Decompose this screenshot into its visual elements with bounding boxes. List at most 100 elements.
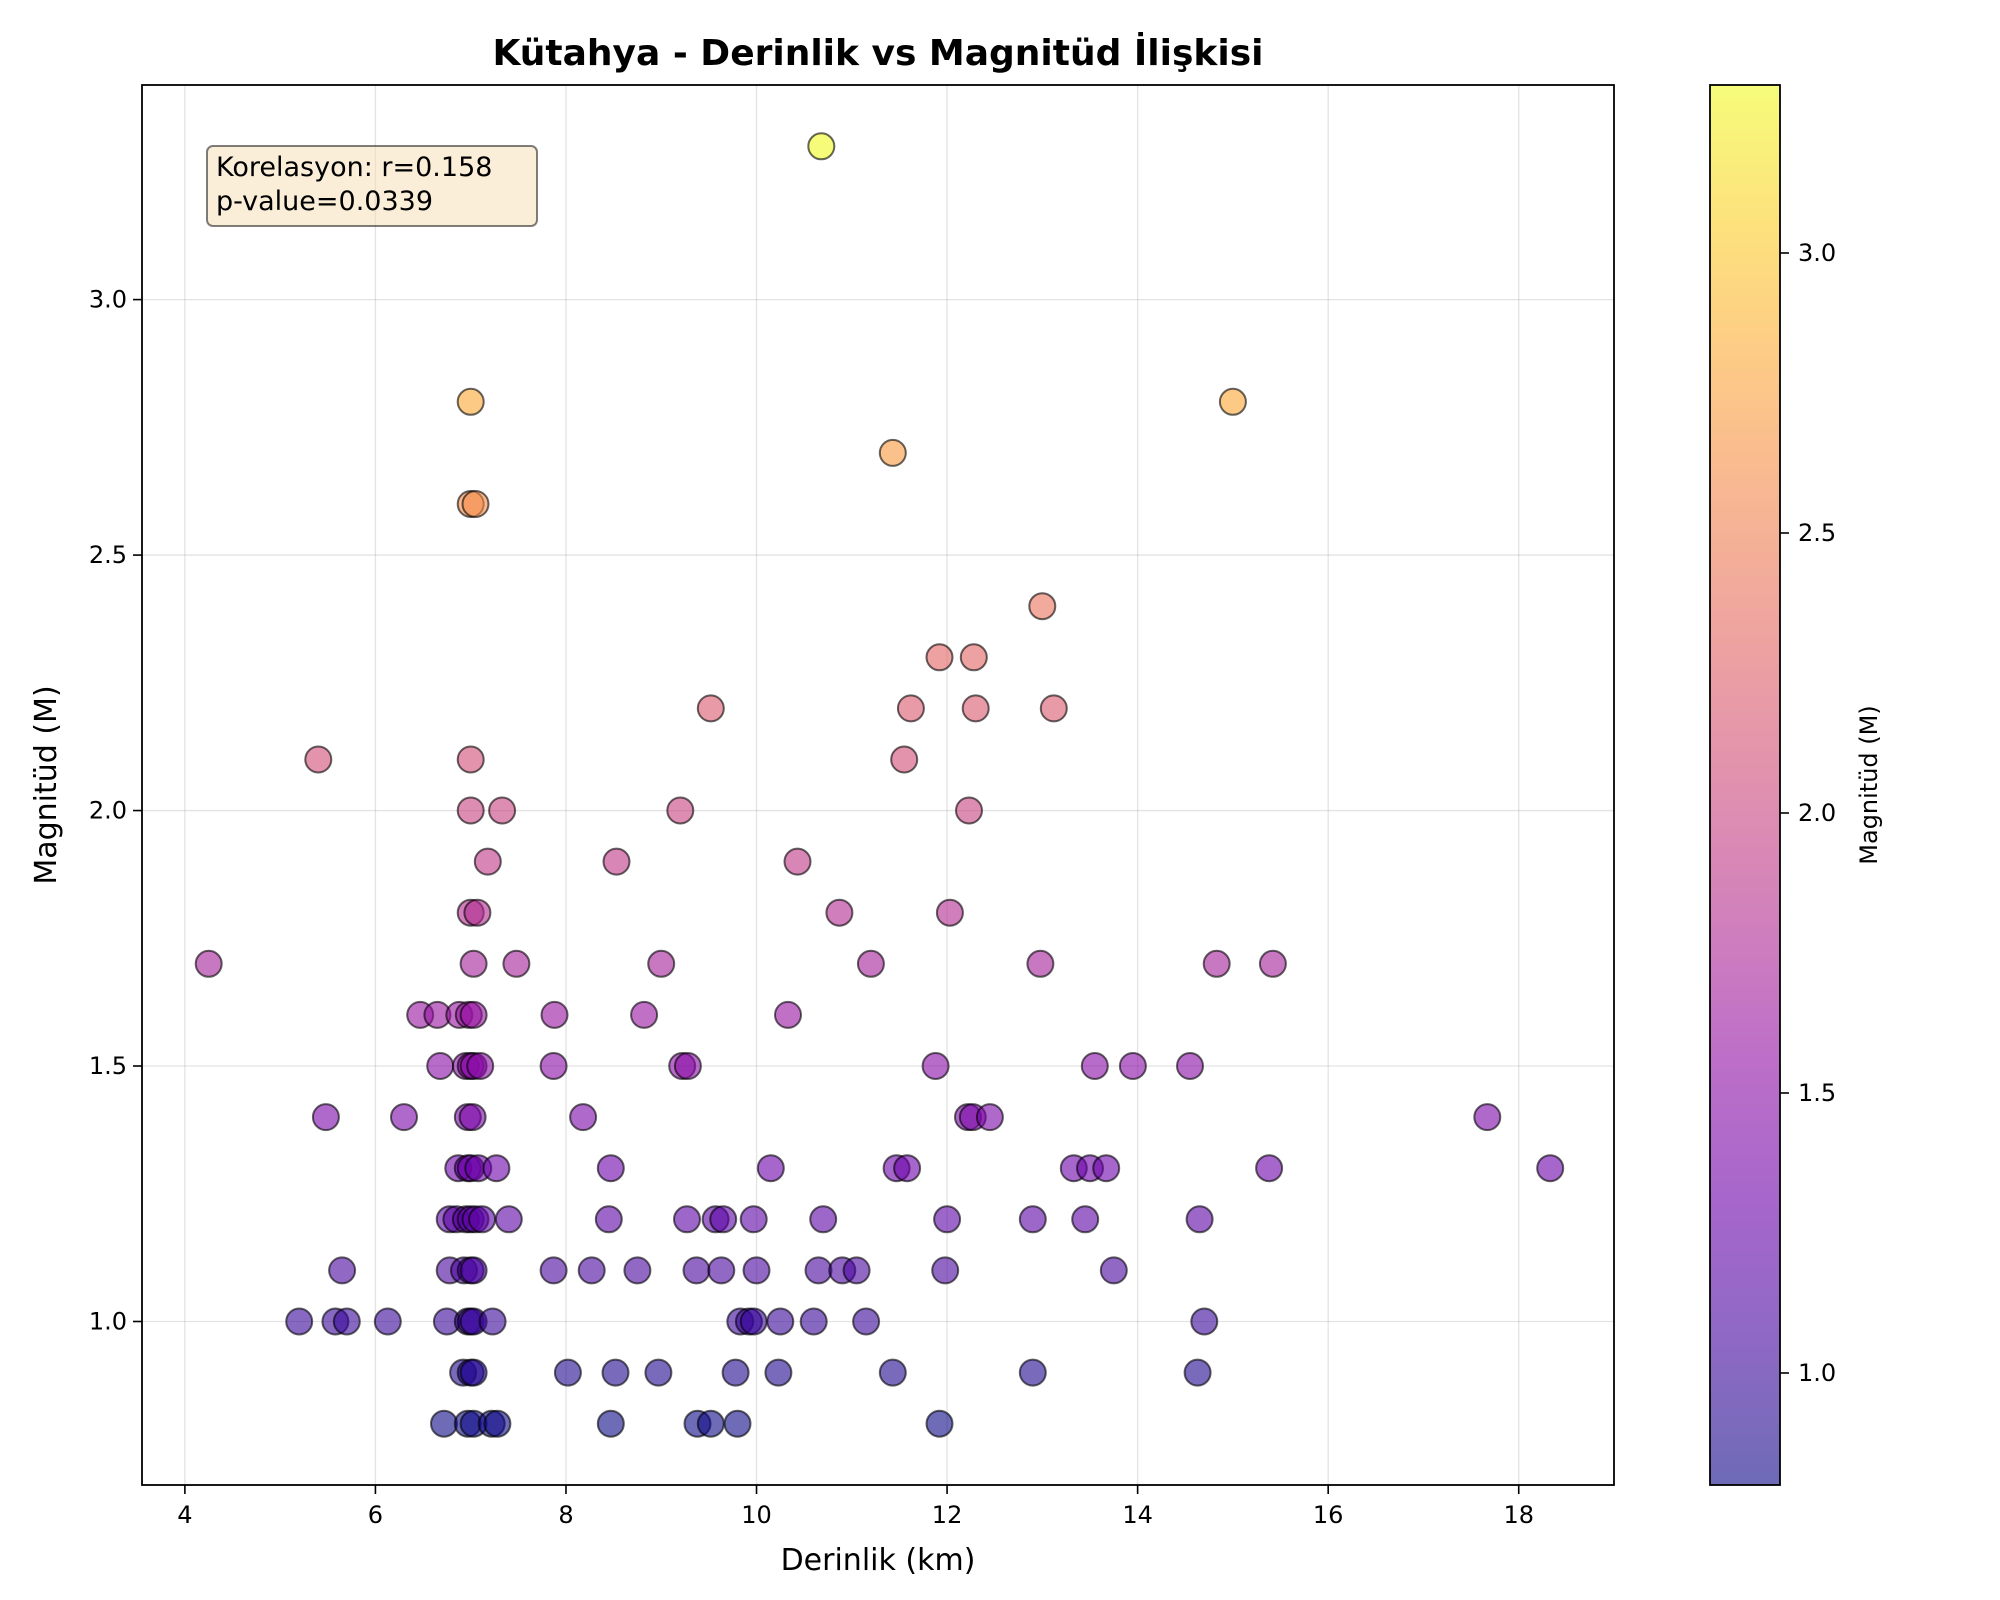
data-point — [1026, 949, 1055, 978]
data-point — [799, 1307, 828, 1336]
data-point — [893, 1154, 922, 1183]
data-point — [696, 694, 725, 723]
annotation-background — [206, 145, 538, 227]
data-point — [925, 1409, 954, 1438]
data-point — [739, 1205, 768, 1234]
data-point — [630, 1000, 659, 1029]
data-point — [483, 1409, 512, 1438]
data-point — [459, 1358, 488, 1387]
colorbar-gradient — [1709, 84, 1781, 1486]
data-point — [494, 1205, 523, 1234]
chart-title: Kütahya - Derinlik vs Magnitüd İlişkisi — [493, 32, 1264, 74]
x-tick-label: 12 — [932, 1501, 963, 1529]
data-point — [756, 1154, 785, 1183]
colorbar-tick-label: 1.0 — [1798, 1359, 1836, 1387]
data-point — [1018, 1205, 1047, 1234]
data-point — [601, 1358, 630, 1387]
data-point — [456, 745, 485, 774]
colorbar-tick-label: 1.5 — [1798, 1079, 1836, 1107]
data-point — [553, 1358, 582, 1387]
data-point — [666, 796, 695, 825]
data-point — [707, 1256, 736, 1285]
x-tick-label: 10 — [741, 1501, 772, 1529]
data-point — [594, 1205, 623, 1234]
data-point — [569, 1103, 598, 1132]
x-tick-label: 4 — [177, 1501, 192, 1529]
data-point — [478, 1307, 507, 1336]
data-point — [458, 1103, 487, 1132]
data-point — [488, 796, 517, 825]
data-point — [1536, 1154, 1565, 1183]
data-point — [540, 1000, 569, 1029]
data-point — [194, 949, 223, 978]
data-point — [935, 898, 964, 927]
data-point — [961, 694, 990, 723]
data-point — [1473, 1103, 1502, 1132]
y-tick-label: 1.0 — [89, 1307, 127, 1335]
data-point — [673, 1052, 702, 1080]
x-axis-label: Derinlik (km) — [781, 1543, 976, 1578]
data-point — [896, 694, 925, 723]
data-point — [682, 1256, 711, 1285]
data-point — [825, 898, 854, 927]
data-point — [390, 1103, 418, 1132]
data-point — [878, 1358, 907, 1387]
data-point — [955, 796, 983, 825]
x-tick-label: 6 — [368, 1501, 383, 1529]
data-point — [804, 1256, 833, 1285]
data-point — [311, 1103, 340, 1132]
colorbar: 1.0 1.5 2.0 2.5 3.0 Magnitüd (M) — [1709, 84, 1883, 1486]
data-point — [461, 490, 490, 518]
data-point — [774, 1000, 802, 1029]
data-point — [1255, 1154, 1284, 1183]
x-tick-label: 14 — [1122, 1501, 1153, 1529]
data-point — [878, 438, 907, 467]
data-point — [975, 1103, 1004, 1132]
y-tick-label: 1.5 — [89, 1052, 127, 1080]
data-point — [783, 847, 812, 876]
data-point — [764, 1358, 793, 1387]
data-point — [647, 949, 676, 978]
data-point — [328, 1256, 357, 1285]
data-point — [1218, 387, 1247, 416]
data-point — [459, 1000, 488, 1029]
annotation-box: Korelasyon: r=0.158 p-value=0.0339 — [206, 145, 538, 227]
data-point — [644, 1358, 673, 1387]
colorbar-tick-label: 2.0 — [1798, 799, 1836, 827]
data-point — [332, 1307, 361, 1336]
data-point — [459, 1256, 488, 1285]
data-point — [1018, 1358, 1047, 1387]
data-point — [959, 643, 988, 672]
data-point — [925, 643, 954, 672]
data-point — [539, 1256, 568, 1285]
colorbar-tick-label: 2.5 — [1798, 519, 1836, 547]
data-point — [696, 1409, 725, 1438]
data-point — [809, 1205, 838, 1234]
data-point — [623, 1256, 652, 1285]
data-point — [1258, 949, 1287, 978]
data-point — [285, 1307, 314, 1336]
data-point — [723, 1409, 752, 1438]
data-point — [890, 745, 919, 774]
colorbar-tick-label: 3.0 — [1798, 239, 1836, 267]
data-point — [463, 898, 492, 927]
data-point — [766, 1307, 795, 1336]
data-point — [742, 1256, 771, 1285]
data-point — [1202, 949, 1231, 978]
y-tick-label: 2.5 — [89, 541, 127, 569]
data-point — [1071, 1205, 1100, 1234]
data-point — [502, 949, 531, 978]
y-axis-ticks: 1.0 1.5 2.0 2.5 3.0 — [89, 286, 142, 1335]
data-point — [852, 1307, 881, 1336]
annotation-line-pvalue: p-value=0.0339 — [216, 186, 433, 217]
x-tick-label: 16 — [1313, 1501, 1344, 1529]
data-point — [739, 1307, 768, 1336]
data-point — [304, 745, 333, 774]
data-point — [721, 1358, 750, 1387]
data-point — [1185, 1205, 1214, 1234]
colorbar-label: Magnitüd (M) — [1855, 705, 1883, 864]
x-tick-label: 8 — [558, 1501, 573, 1529]
annotation-line-correlation: Korelasyon: r=0.158 — [216, 152, 492, 183]
